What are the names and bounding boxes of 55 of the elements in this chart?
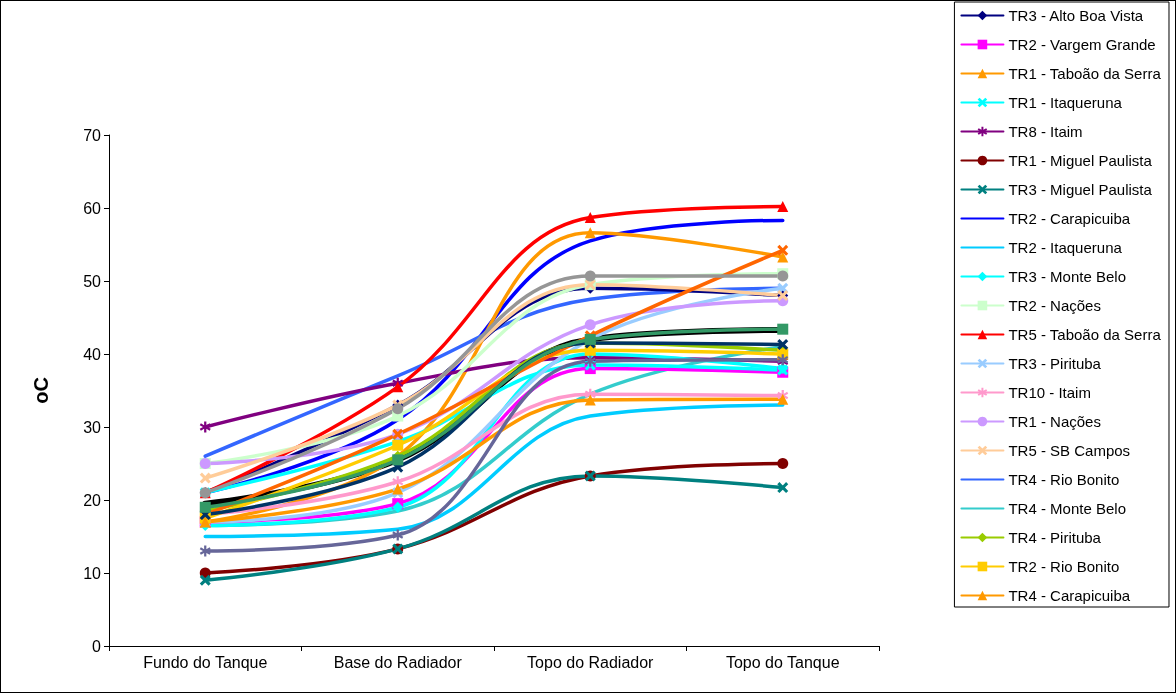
legend-label: TR4 - Monte Belo <box>1008 500 1126 517</box>
x-tick-label: Topo do Radiador <box>527 653 655 671</box>
x-tick-label: Topo do Tanque <box>725 653 840 671</box>
legend-label: TR4 - Rio Bonito <box>1008 471 1120 488</box>
point <box>199 545 211 557</box>
point <box>777 323 789 335</box>
y-tick-label: 30 <box>83 418 102 436</box>
legend-label: TR5 - Taboão da Serra <box>1008 326 1162 343</box>
y-tick-label: 0 <box>92 637 102 655</box>
legend-label: TR1 - Nações <box>1008 413 1101 430</box>
point <box>777 244 789 256</box>
legend-label: TR2 - Vargem Grande <box>1008 36 1156 53</box>
legend-label: TR3 - Pirituba <box>1008 355 1102 372</box>
y-axis-title: oC <box>30 377 52 404</box>
y-tick-label: 40 <box>83 345 102 363</box>
point <box>584 394 596 406</box>
legend-label: TR1 - Itaqueruna <box>1008 94 1123 111</box>
legend-label: TR3 - Monte Belo <box>1008 268 1126 285</box>
point <box>392 381 404 393</box>
y-tick-label: 20 <box>83 491 102 509</box>
point <box>392 483 404 495</box>
point <box>777 339 789 351</box>
point <box>777 201 789 213</box>
point <box>199 421 211 433</box>
y-tick-label: 10 <box>83 564 102 582</box>
legend-label: TR4 - Pirituba <box>1008 529 1102 546</box>
legend-label: TR1 - Miguel Paulista <box>1008 152 1153 169</box>
legend-label: TR10 - Itaim <box>1008 384 1091 401</box>
point <box>199 501 211 513</box>
legend-label: TR5 - SB Campos <box>1008 442 1131 459</box>
point <box>392 529 404 541</box>
legend-label: TR3 - Miguel Paulista <box>1008 181 1153 198</box>
y-tick-label: 60 <box>83 199 102 217</box>
legend-label: TR8 - Itaim <box>1008 123 1083 140</box>
point <box>777 482 789 494</box>
y-tick-label: 70 <box>83 126 102 144</box>
point <box>777 458 789 469</box>
legend-label: TR2 - Rio Bonito <box>1008 558 1120 575</box>
legend-label: TR2 - Carapicuiba <box>1008 210 1131 227</box>
x-tick-label: Base do Radiador <box>333 653 463 671</box>
point <box>584 227 596 239</box>
point <box>584 319 596 331</box>
y-tick-label: 50 <box>83 272 102 290</box>
legend-label: TR4 - Carapicuiba <box>1008 587 1131 604</box>
x-tick-label: Fundo do Tanque <box>143 653 268 671</box>
legend-label: TR2 - Itaqueruna <box>1008 239 1123 256</box>
legend-label: TR1 - Taboão da Serra <box>1008 65 1162 82</box>
point <box>199 472 211 484</box>
point <box>199 574 211 586</box>
legend-label: TR2 - Nações <box>1008 297 1101 314</box>
point <box>584 270 596 282</box>
point <box>584 211 596 223</box>
point <box>392 454 404 466</box>
legend-label: TR3 - Alto Boa Vista <box>1008 7 1144 24</box>
point <box>392 403 404 415</box>
